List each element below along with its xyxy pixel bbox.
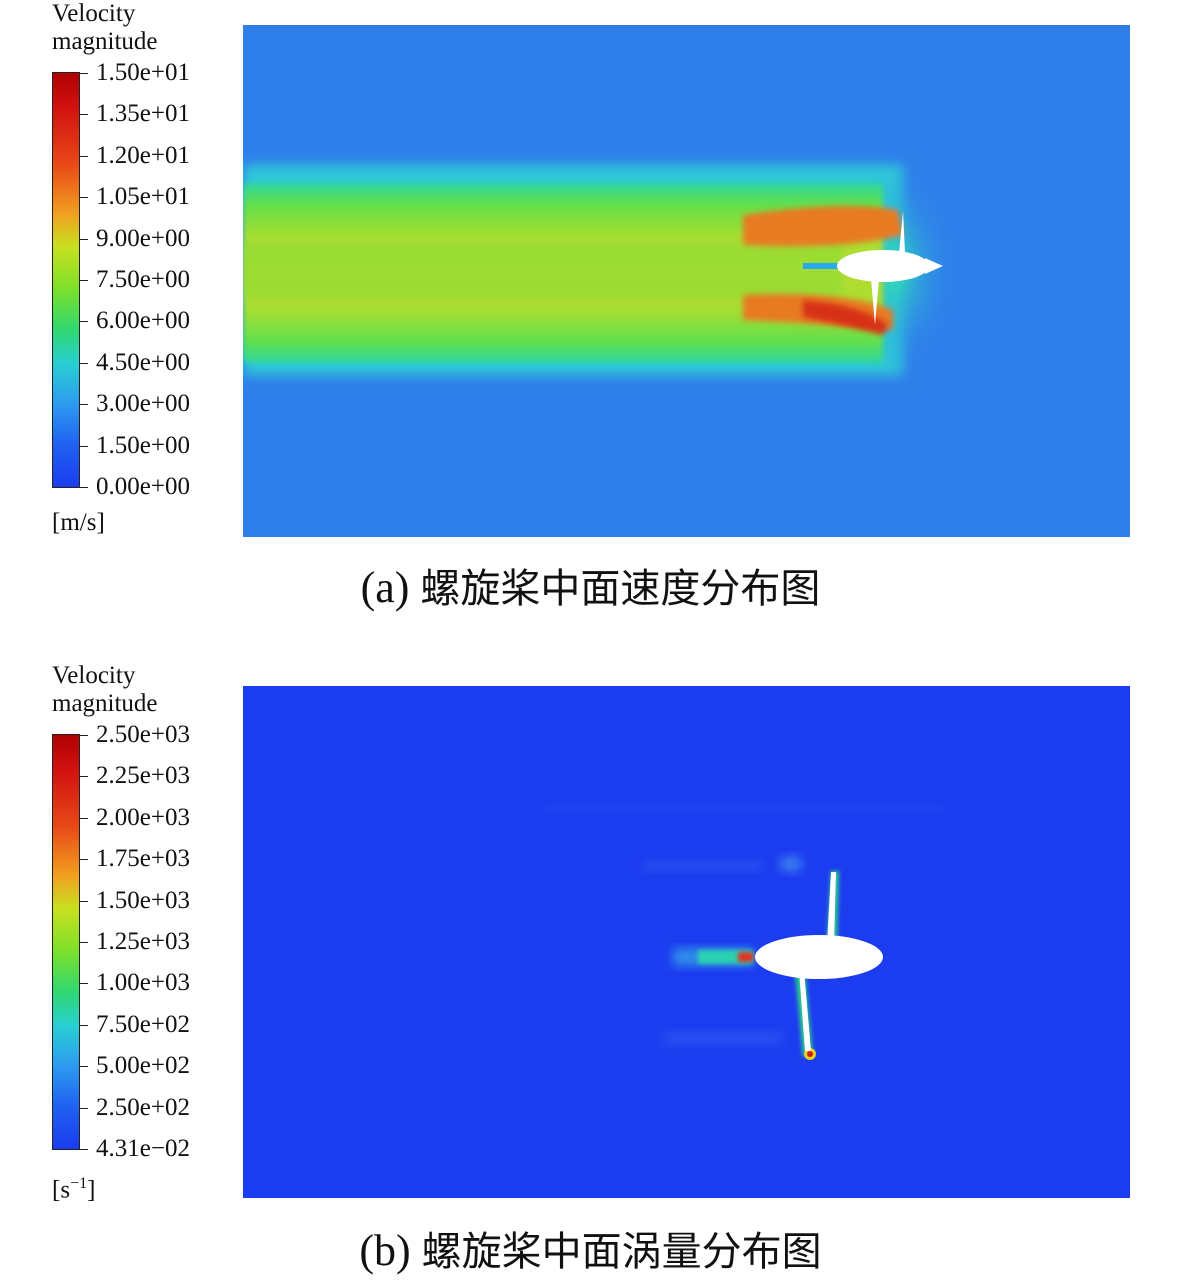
colorbar-tick-label: 1.05e+01 [96,183,190,211]
legend-title-line2: magnitude [52,690,158,717]
colorbar-tick [80,859,88,861]
legend-title: Velocity magnitude [52,0,158,56]
unit-label: [m/s] [52,509,105,536]
caption-prefix: (b) [359,1226,411,1275]
colorbar-tick [80,404,88,406]
colorbar [52,72,80,488]
colorbar-tick [80,280,88,281]
legend-title-line2: magnitude [52,28,158,55]
colorbar-tick-label: 1.20e+01 [96,141,190,169]
colorbar-tick-label: 7.50e+02 [96,1010,190,1038]
colorbar-tick [80,1066,88,1068]
colorbar-tick-label: 2.50e+02 [96,1093,190,1121]
colorbar-tick [80,73,88,74]
caption-a: (a) 螺旋桨中面速度分布图 [0,563,1181,614]
unit-base: [s [52,1176,71,1204]
colorbar-tick-label: 4.31e−02 [96,1135,190,1162]
colorbar-tick-label: 6.00e+00 [96,307,190,335]
colorbar-tick-label: 9.00e+00 [96,224,190,252]
colorbar-tick [80,735,88,736]
caption-text: 螺旋桨中面涡量分布图 [421,1229,822,1275]
vorticity-field [243,686,1130,1198]
colorbar-tick [80,362,88,364]
colorbar-tick [80,445,88,447]
colorbar-tick-label: 1.25e+03 [96,928,190,955]
caption-b: (b) 螺旋桨中面涡量分布图 [0,1226,1181,1277]
colorbar-tick [80,776,88,778]
colorbar-tick [80,155,88,157]
unit-end: ] [87,1176,96,1204]
colorbar-tick-label: 2.25e+03 [96,762,190,790]
colorbar-tick-label: 1.35e+01 [96,100,190,128]
colorbar [52,734,80,1150]
colorbar-tick [80,983,88,985]
colorbar-tick [80,1024,88,1026]
velocity-field [243,25,1130,537]
legend-title: Velocity magnitude [52,662,158,718]
colorbar-tick-label: 2.50e+03 [96,721,190,748]
colorbar-tick-label: 0.00e+00 [96,473,190,500]
colorbar-tick [80,321,88,323]
caption-text: 螺旋桨中面速度分布图 [420,566,821,612]
colorbar-tick-label: 3.00e+00 [96,390,190,418]
colorbar-tick [80,900,88,902]
colorbar-tick [80,238,88,240]
legend-title-line1: Velocity [52,0,136,27]
colorbar-tick [80,1107,88,1109]
unit-sup: −1 [70,1175,88,1192]
colorbar-tick-label: 7.50e+00 [96,266,190,293]
colorbar-tick [80,817,88,819]
colorbar-tick-label: 1.00e+03 [96,969,190,997]
colorbar-tick-label: 1.50e+03 [96,886,190,914]
colorbar-tick-label: 1.50e+00 [96,431,190,459]
colorbar-tick [80,942,88,943]
colorbar-tick-label: 2.00e+03 [96,803,190,831]
legend-title-line1: Velocity [52,662,136,689]
caption-prefix: (a) [360,563,410,612]
unit-label: [s−1] [52,1170,95,1204]
colorbar-tick-label: 5.00e+02 [96,1052,190,1080]
colorbar-tick [80,1149,88,1150]
colorbar-tick [80,487,88,488]
colorbar-tick [80,197,88,199]
colorbar-tick [80,114,88,116]
colorbar-tick-label: 1.50e+01 [96,59,190,86]
colorbar-tick-label: 1.75e+03 [96,845,190,873]
colorbar-tick-label: 4.50e+00 [96,348,190,376]
